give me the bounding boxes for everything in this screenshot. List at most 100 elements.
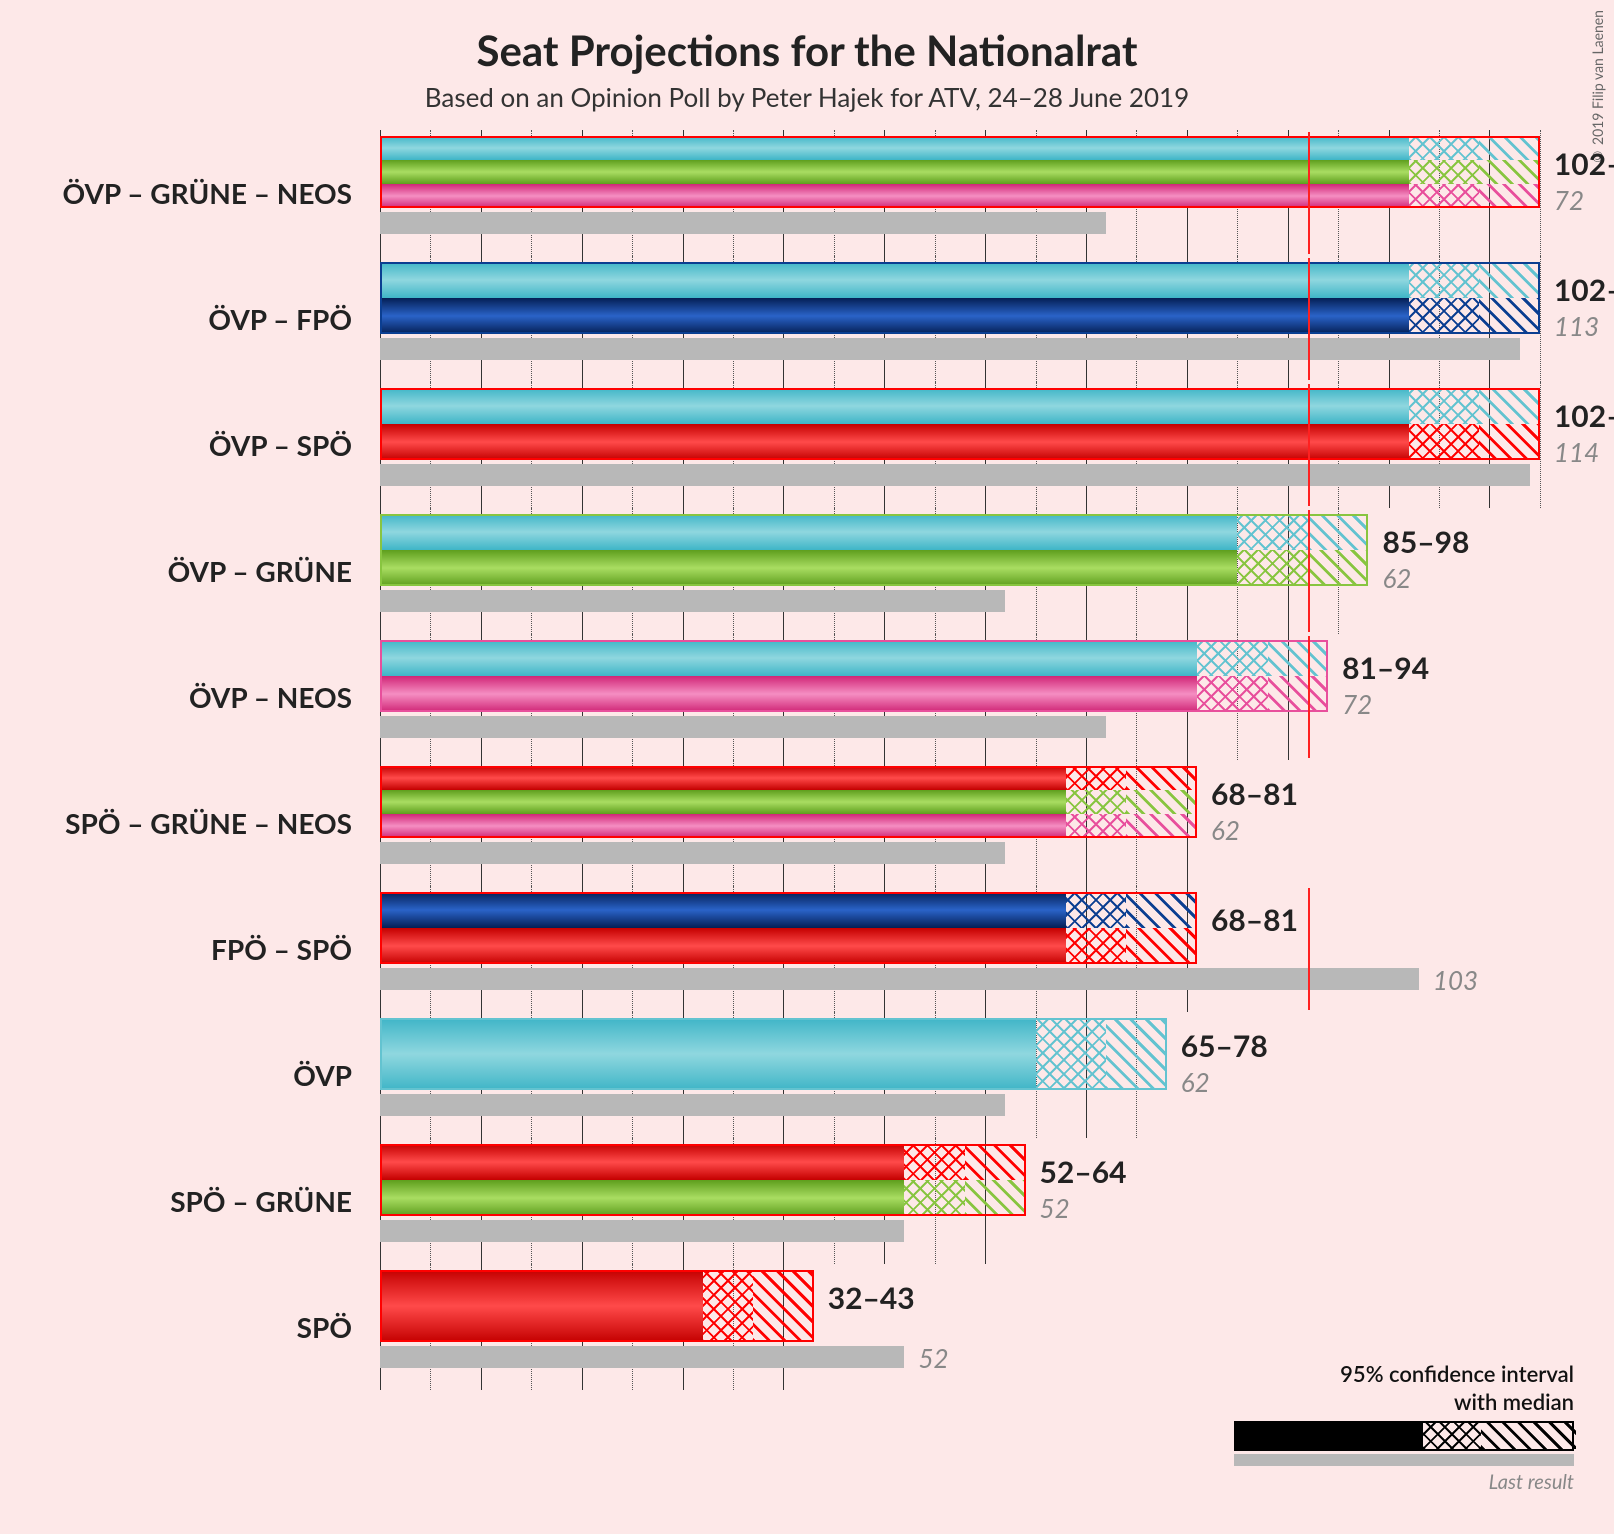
ci-lower-hatch (1409, 136, 1480, 208)
grid-line-minor (1540, 382, 1541, 508)
value-range: 68–81 (1211, 902, 1298, 938)
value-previous: 113 (1554, 310, 1599, 342)
chart-title: Seat Projections for the Nationalrat (0, 0, 1614, 75)
coalition-bar (380, 766, 1066, 838)
value-previous: 114 (1554, 436, 1599, 468)
legend: 95% confidence interval with median Last… (1214, 1360, 1574, 1494)
coalition-row: FPÖ – SPÖ 68–81 103 (60, 886, 1560, 1012)
coalition-label: ÖVP – GRÜNE – NEOS (62, 130, 370, 256)
plot-region: 65–7862 (380, 1012, 1550, 1138)
plot-region: 102–115114 (380, 382, 1550, 508)
coalition-bar (380, 892, 1066, 964)
coalition-row: ÖVP – NEOS81–9472 (60, 634, 1560, 760)
previous-result-bar (380, 590, 1005, 612)
copyright-text: © 2019 Filip van Laenen (1589, 10, 1606, 166)
coalition-label: FPÖ – SPÖ (211, 886, 370, 1012)
ci-lower-hatch (1066, 892, 1127, 964)
previous-result-bar (380, 968, 1419, 990)
value-range: 102–115 (1554, 272, 1614, 308)
party-stripe-ovp (380, 1018, 1036, 1090)
value-range: 68–81 (1211, 776, 1298, 812)
legend-cross-hatch (1423, 1423, 1481, 1449)
coalition-row: SPÖ – GRÜNE – NEOS 68–8162 (60, 760, 1560, 886)
ci-lower-hatch (1036, 1018, 1107, 1090)
coalition-label: SPÖ – GRÜNE – NEOS (65, 760, 370, 886)
party-stripe-spo (380, 928, 1066, 964)
majority-line (1308, 132, 1310, 254)
majority-line (1308, 636, 1310, 758)
previous-result-bar (380, 842, 1005, 864)
coalition-bar (380, 1018, 1036, 1090)
party-stripe-fpo (380, 892, 1066, 928)
ci-upper-hatch (1126, 892, 1197, 964)
ci-lower-hatch (1197, 640, 1268, 712)
coalition-row: ÖVP – GRÜNE85–9862 (60, 508, 1560, 634)
ci-upper-hatch (965, 1144, 1026, 1216)
chart-area: ÖVP – GRÜNE – NEOS102–11572ÖVP – FPÖ102–… (60, 130, 1560, 1400)
grid-line-minor (1540, 130, 1541, 256)
coalition-bar (380, 262, 1409, 334)
majority-line (1308, 510, 1310, 632)
coalition-row: ÖVP – GRÜNE – NEOS102–11572 (60, 130, 1560, 256)
party-stripe-spo (380, 1144, 904, 1180)
party-stripe-neos (380, 184, 1409, 208)
coalition-label: ÖVP (293, 1012, 370, 1138)
ci-lower-hatch (1409, 262, 1480, 334)
coalition-bar (380, 514, 1237, 586)
plot-region: 85–9862 (380, 508, 1550, 634)
legend-diag-hatch (1481, 1423, 1576, 1449)
value-range: 32–43 (828, 1280, 915, 1316)
legend-solid (1236, 1423, 1423, 1449)
chart-subtitle: Based on an Opinion Poll by Peter Hajek … (0, 75, 1614, 133)
value-range: 81–94 (1342, 650, 1429, 686)
ci-upper-hatch (1308, 514, 1369, 586)
party-stripe-neos (380, 814, 1066, 838)
plot-region: 102–11572 (380, 130, 1550, 256)
coalition-label: ÖVP – NEOS (189, 634, 370, 760)
coalition-label: SPÖ – GRÜNE (170, 1138, 370, 1264)
previous-result-bar (380, 1346, 904, 1368)
previous-result-bar (380, 1220, 904, 1242)
party-stripe-ovp (380, 136, 1409, 160)
party-stripe-ovp (380, 388, 1409, 424)
previous-result-bar (380, 1094, 1005, 1116)
coalition-bar (380, 640, 1197, 712)
party-stripe-ovp (380, 640, 1197, 676)
previous-result-bar (380, 212, 1106, 234)
ci-lower-hatch (1237, 514, 1308, 586)
value-previous: 62 (1211, 814, 1240, 846)
ci-upper-hatch (1106, 1018, 1167, 1090)
plot-region: 102–115113 (380, 256, 1550, 382)
legend-last-result: Last result (1214, 1470, 1574, 1494)
majority-line (1308, 384, 1310, 506)
party-stripe-gru (380, 550, 1237, 586)
party-stripe-ovp (380, 262, 1409, 298)
plot-region: 68–81 103 (380, 886, 1550, 1012)
ci-upper-hatch (1479, 262, 1540, 334)
value-previous: 62 (1382, 562, 1411, 594)
legend-gray-bar (1234, 1454, 1574, 1466)
coalition-bar (380, 388, 1409, 460)
ci-lower-hatch (1409, 388, 1480, 460)
ci-lower-hatch (703, 1270, 753, 1342)
value-range: 85–98 (1382, 524, 1469, 560)
ci-upper-hatch (753, 1270, 814, 1342)
party-stripe-ovp (380, 514, 1237, 550)
coalition-label: ÖVP – GRÜNE (168, 508, 370, 634)
value-previous: 62 (1181, 1066, 1210, 1098)
ci-upper-hatch (1268, 640, 1329, 712)
coalition-bar (380, 136, 1409, 208)
coalition-row: ÖVP – FPÖ102–115113 (60, 256, 1560, 382)
value-range: 65–78 (1181, 1028, 1268, 1064)
party-stripe-spo (380, 766, 1066, 790)
ci-upper-hatch (1479, 136, 1540, 208)
party-stripe-gru (380, 790, 1066, 814)
legend-line2: with median (1454, 1388, 1574, 1415)
party-stripe-gru (380, 160, 1409, 184)
coalition-row: ÖVP65–7862 (60, 1012, 1560, 1138)
value-previous: 52 (1040, 1192, 1070, 1224)
coalition-label: ÖVP – FPÖ (208, 256, 370, 382)
majority-line (1308, 258, 1310, 380)
party-stripe-fpo (380, 298, 1409, 334)
value-previous: 103 (1433, 964, 1478, 996)
